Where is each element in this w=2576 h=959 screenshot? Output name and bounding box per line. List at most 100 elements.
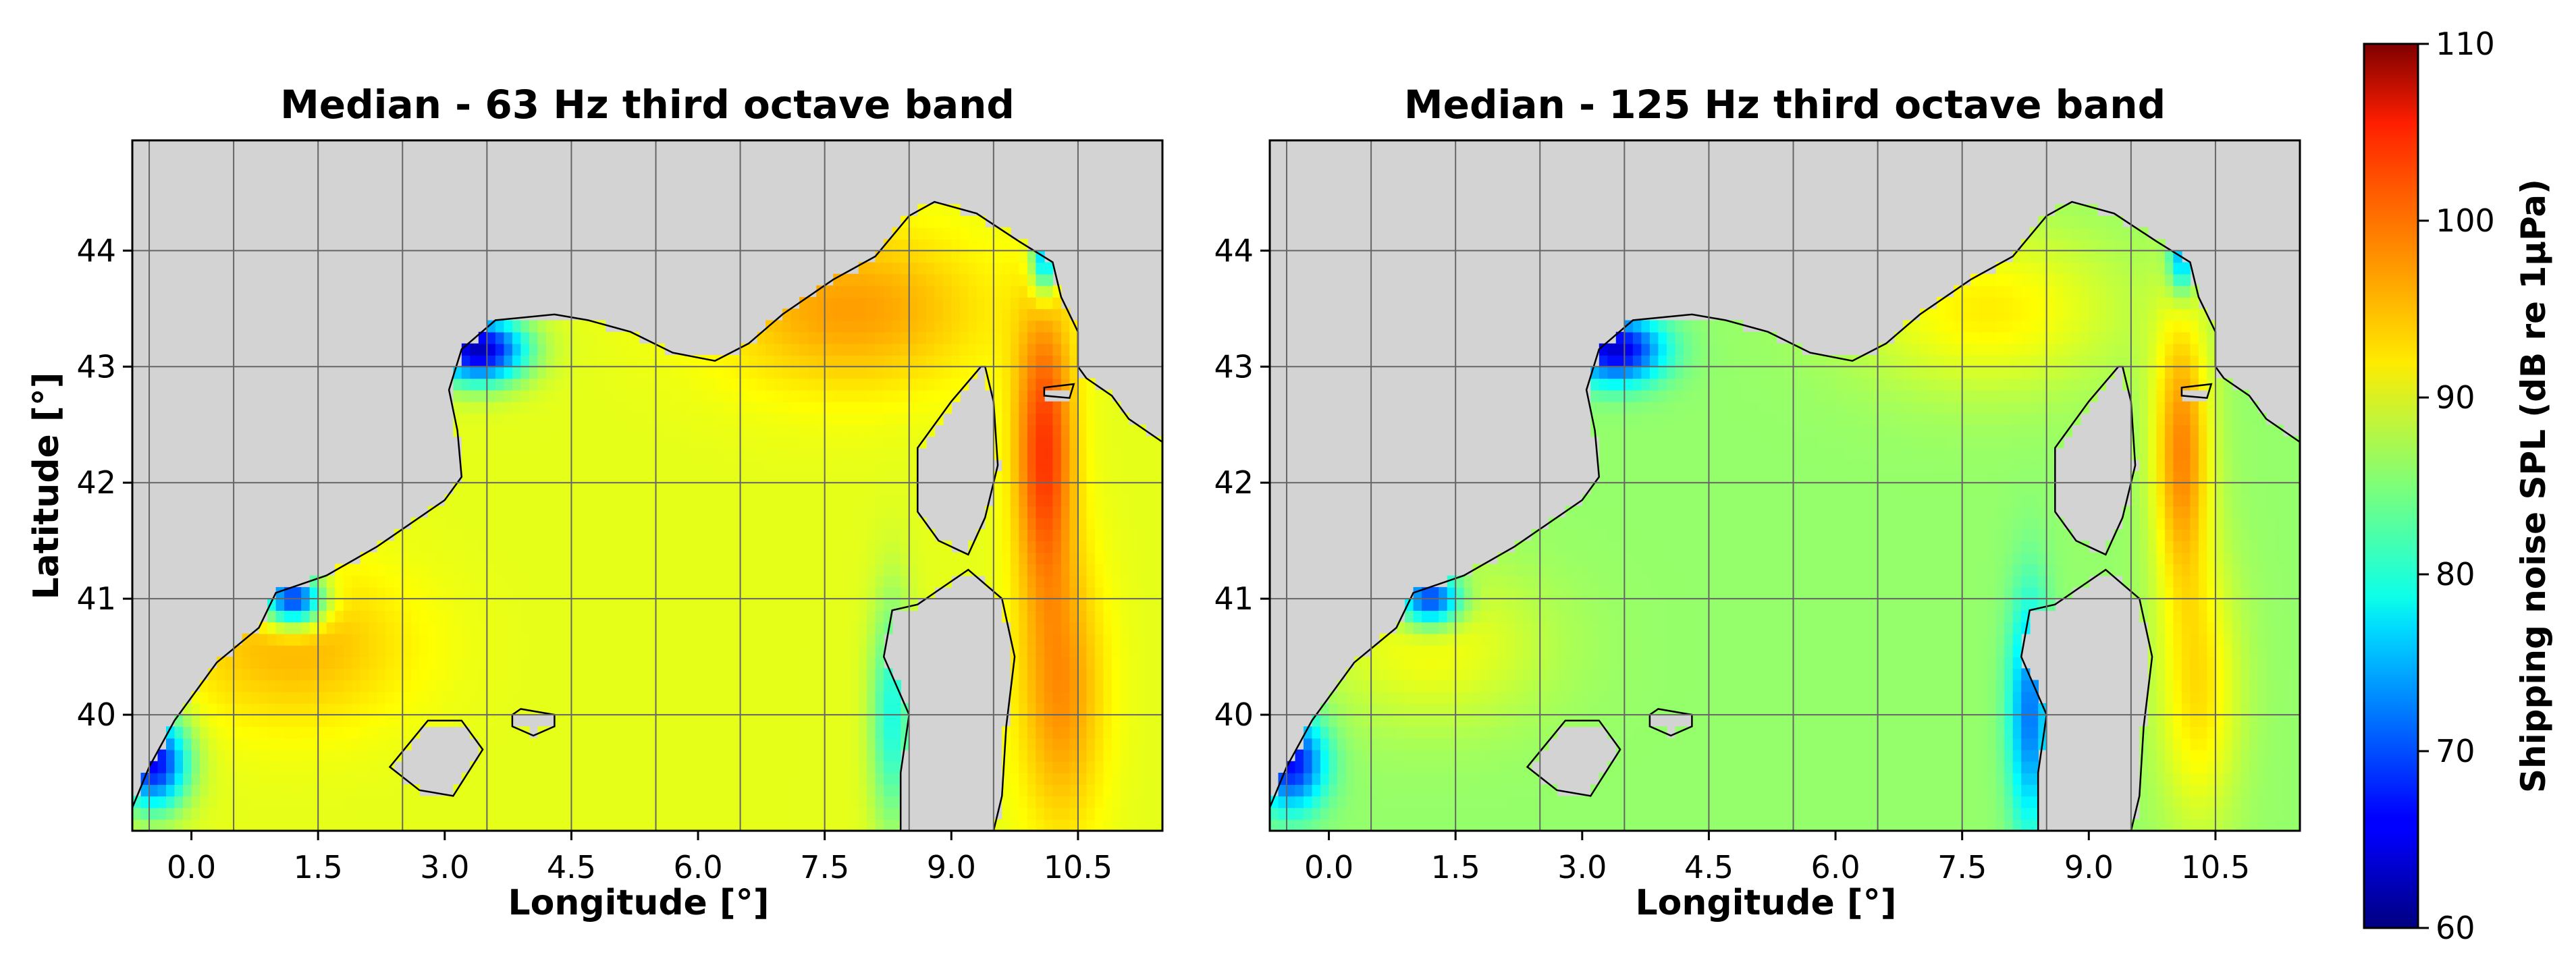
heatmap-cell bbox=[782, 784, 792, 797]
heatmap-cell bbox=[681, 622, 691, 634]
heatmap-cell bbox=[174, 819, 184, 831]
heatmap-cell bbox=[875, 483, 884, 495]
heatmap-cell bbox=[1077, 436, 1088, 449]
heatmap-cell bbox=[1010, 355, 1020, 368]
heatmap-cell bbox=[1036, 726, 1045, 739]
heatmap-cell bbox=[335, 586, 344, 599]
heatmap-cell bbox=[470, 784, 479, 797]
heatmap-cell bbox=[605, 459, 614, 472]
heatmap-cell bbox=[588, 599, 597, 611]
heatmap-cell bbox=[698, 726, 707, 739]
heatmap-cell bbox=[816, 633, 826, 646]
heatmap-cell bbox=[554, 494, 564, 507]
heatmap-cell bbox=[1405, 668, 1414, 681]
heatmap-cell bbox=[959, 215, 969, 228]
heatmap-cell bbox=[1103, 761, 1112, 773]
heatmap-cell bbox=[858, 355, 867, 368]
heatmap-cell bbox=[1565, 552, 1575, 565]
heatmap-cell bbox=[1010, 680, 1020, 692]
heatmap-cell bbox=[309, 680, 319, 692]
heatmap-cell bbox=[664, 761, 674, 773]
heatmap-cell bbox=[478, 668, 488, 681]
heatmap-cell bbox=[1036, 761, 1045, 773]
heatmap-cell bbox=[1137, 575, 1146, 588]
heatmap-cell bbox=[1540, 529, 1549, 541]
heatmap-cell bbox=[757, 494, 766, 507]
heatmap-cell bbox=[614, 633, 623, 646]
heatmap-cell bbox=[1472, 575, 1482, 588]
heatmap-cell bbox=[1036, 819, 1045, 831]
heatmap-cell bbox=[166, 784, 176, 797]
heatmap-cell bbox=[1112, 517, 1121, 530]
heatmap-cell bbox=[850, 749, 859, 762]
heatmap-cell bbox=[799, 761, 809, 773]
heatmap-cell bbox=[875, 424, 884, 437]
heatmap-cell bbox=[1010, 320, 1020, 333]
heatmap-cell bbox=[1129, 773, 1138, 785]
heatmap-cell bbox=[1069, 749, 1079, 762]
heatmap-cell bbox=[959, 297, 969, 310]
heatmap-cell bbox=[436, 668, 446, 681]
heatmap-cell bbox=[453, 599, 462, 611]
heatmap-cell bbox=[630, 807, 640, 820]
heatmap-cell bbox=[234, 773, 243, 785]
heatmap-cell bbox=[749, 645, 758, 657]
heatmap-cell bbox=[892, 517, 901, 530]
heatmap-cell bbox=[1582, 517, 1592, 530]
heatmap-cell bbox=[597, 622, 606, 634]
heatmap-cell bbox=[529, 749, 539, 762]
heatmap-cell bbox=[1599, 517, 1609, 530]
heatmap-cell bbox=[1624, 668, 1634, 681]
heatmap-cell bbox=[723, 586, 732, 599]
heatmap-cell bbox=[1320, 819, 1330, 831]
heatmap-cell bbox=[377, 645, 386, 657]
heatmap-cell bbox=[512, 459, 522, 472]
heatmap-cell bbox=[487, 610, 496, 623]
heatmap-cell bbox=[1036, 586, 1045, 599]
heatmap-cell bbox=[672, 483, 682, 495]
heatmap-cell bbox=[487, 366, 496, 379]
heatmap-cell bbox=[1019, 738, 1028, 750]
heatmap-cell bbox=[917, 552, 927, 565]
heatmap-cell bbox=[951, 250, 961, 263]
heatmap-cell bbox=[1120, 599, 1129, 611]
heatmap-cell bbox=[554, 471, 564, 483]
heatmap-cell bbox=[571, 586, 581, 599]
heatmap-cell bbox=[1345, 691, 1355, 704]
heatmap-cell bbox=[1027, 424, 1037, 437]
y-tick-label: 42 bbox=[76, 464, 116, 501]
heatmap-cell bbox=[706, 517, 716, 530]
heatmap-cell bbox=[647, 749, 657, 762]
heatmap-cell bbox=[1379, 773, 1389, 785]
heatmap-cell bbox=[622, 668, 631, 681]
heatmap-cell bbox=[284, 715, 294, 728]
heatmap-cell bbox=[1464, 610, 1473, 623]
heatmap-cell bbox=[605, 447, 614, 460]
heatmap-cell bbox=[917, 355, 927, 368]
heatmap-cell bbox=[1371, 657, 1380, 669]
map-panel-63hz: Median - 63 Hz third octave band 0.0 1.5 3… bbox=[26, 82, 1164, 923]
heatmap-cell bbox=[402, 738, 412, 750]
heatmap-cell bbox=[1002, 424, 1011, 437]
heatmap-cell bbox=[647, 564, 657, 576]
heatmap-cell bbox=[749, 668, 758, 681]
heatmap-cell bbox=[833, 366, 842, 379]
heatmap-cell bbox=[352, 645, 361, 657]
heatmap-cell bbox=[723, 819, 732, 831]
heatmap-cell bbox=[402, 703, 412, 715]
heatmap-cell bbox=[461, 413, 471, 425]
heatmap-cell bbox=[309, 749, 319, 762]
heatmap-cell bbox=[1086, 424, 1096, 437]
heatmap-cell bbox=[554, 796, 564, 809]
heatmap-cell bbox=[1146, 691, 1155, 704]
heatmap-cell bbox=[985, 297, 994, 310]
heatmap-cell bbox=[1094, 784, 1104, 797]
heatmap-cell bbox=[1010, 633, 1020, 646]
heatmap-cell bbox=[410, 586, 421, 599]
heatmap-cell bbox=[562, 343, 572, 356]
heatmap-cell bbox=[1137, 668, 1146, 681]
heatmap-cell bbox=[1464, 622, 1473, 634]
heatmap-cell bbox=[672, 459, 682, 472]
heatmap-cell bbox=[1069, 483, 1079, 495]
heatmap-cell bbox=[1388, 749, 1397, 762]
